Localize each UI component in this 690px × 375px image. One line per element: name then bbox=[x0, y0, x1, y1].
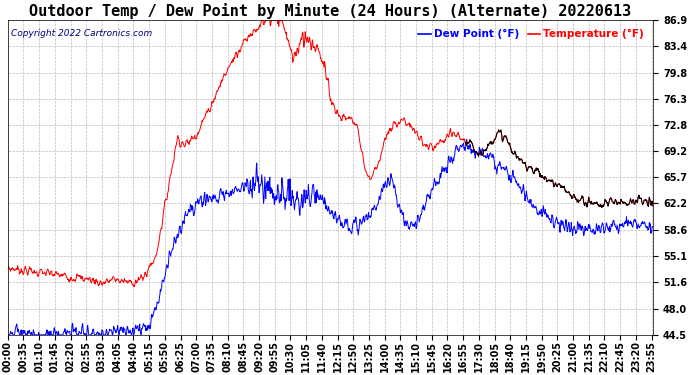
Text: Copyright 2022 Cartronics.com: Copyright 2022 Cartronics.com bbox=[11, 29, 152, 38]
Title: Outdoor Temp / Dew Point by Minute (24 Hours) (Alternate) 20220613: Outdoor Temp / Dew Point by Minute (24 H… bbox=[30, 3, 632, 19]
Legend: Dew Point (°F), Temperature (°F): Dew Point (°F), Temperature (°F) bbox=[414, 25, 648, 44]
